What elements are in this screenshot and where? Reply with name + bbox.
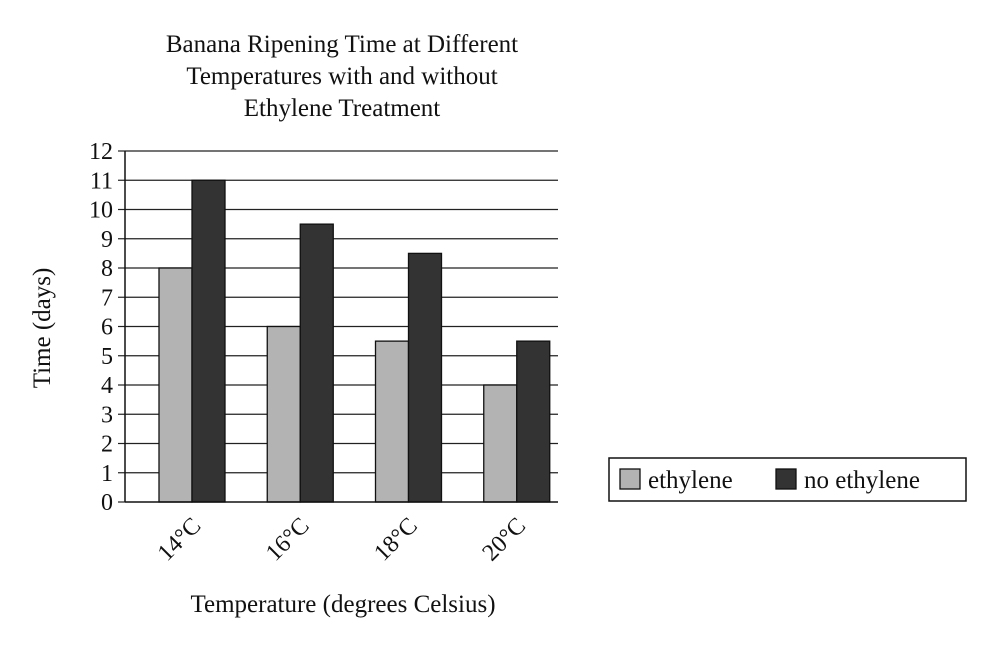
legend-label-ethylene: ethylene	[648, 467, 733, 494]
bar-ethylene-16c	[266, 325, 301, 503]
y-tick-label: 0	[101, 490, 113, 516]
bar-no-ethylene-18c	[407, 252, 443, 503]
y-axis-label: Time (days)	[29, 268, 56, 389]
y-tick-label: 3	[101, 402, 113, 428]
x-tick-label: 18°C	[369, 513, 422, 566]
bar-ethylene-14c	[158, 267, 193, 503]
x-axis-label: Temperature (degrees Celsius)	[190, 591, 495, 618]
axes	[124, 151, 558, 503]
x-axis-ticks: 14°C 16°C 18°C 20°C	[153, 513, 531, 566]
y-tick-label: 5	[101, 344, 113, 370]
y-tick-label: 12	[89, 139, 113, 165]
y-tick-label: 7	[101, 285, 113, 311]
bar-no-ethylene-16c	[299, 223, 334, 503]
x-tick-label: 14°C	[153, 513, 206, 566]
bar-ethylene-20c	[483, 384, 518, 503]
bars	[158, 179, 551, 503]
legend-label-no-ethylene: no ethylene	[804, 467, 920, 494]
y-tick-label: 4	[101, 373, 113, 399]
y-tick-label: 11	[90, 168, 113, 194]
chart-title-line: Temperatures with and without	[186, 63, 497, 90]
bar-ethylene-18c	[374, 340, 410, 503]
y-tick-label: 10	[89, 198, 113, 224]
y-tick-label: 9	[101, 227, 113, 253]
y-tick-label: 8	[101, 256, 113, 282]
bar-no-ethylene-14c	[191, 179, 226, 503]
legend-swatch-ethylene	[619, 468, 641, 490]
x-tick-label: 16°C	[261, 513, 314, 566]
chart-title: Banana Ripening Time at Different Temper…	[166, 31, 518, 122]
y-tick-label: 6	[101, 315, 113, 341]
chart-title-line: Banana Ripening Time at Different	[166, 31, 518, 58]
legend-swatch-no-ethylene	[775, 468, 797, 490]
chart-title-line: Ethylene Treatment	[244, 95, 441, 122]
x-tick-label: 20°C	[478, 513, 531, 566]
y-tick-label: 1	[101, 461, 113, 487]
legend: ethylene no ethylene	[608, 457, 967, 502]
y-tick-label: 2	[101, 432, 113, 458]
bar-no-ethylene-20c	[516, 340, 551, 503]
